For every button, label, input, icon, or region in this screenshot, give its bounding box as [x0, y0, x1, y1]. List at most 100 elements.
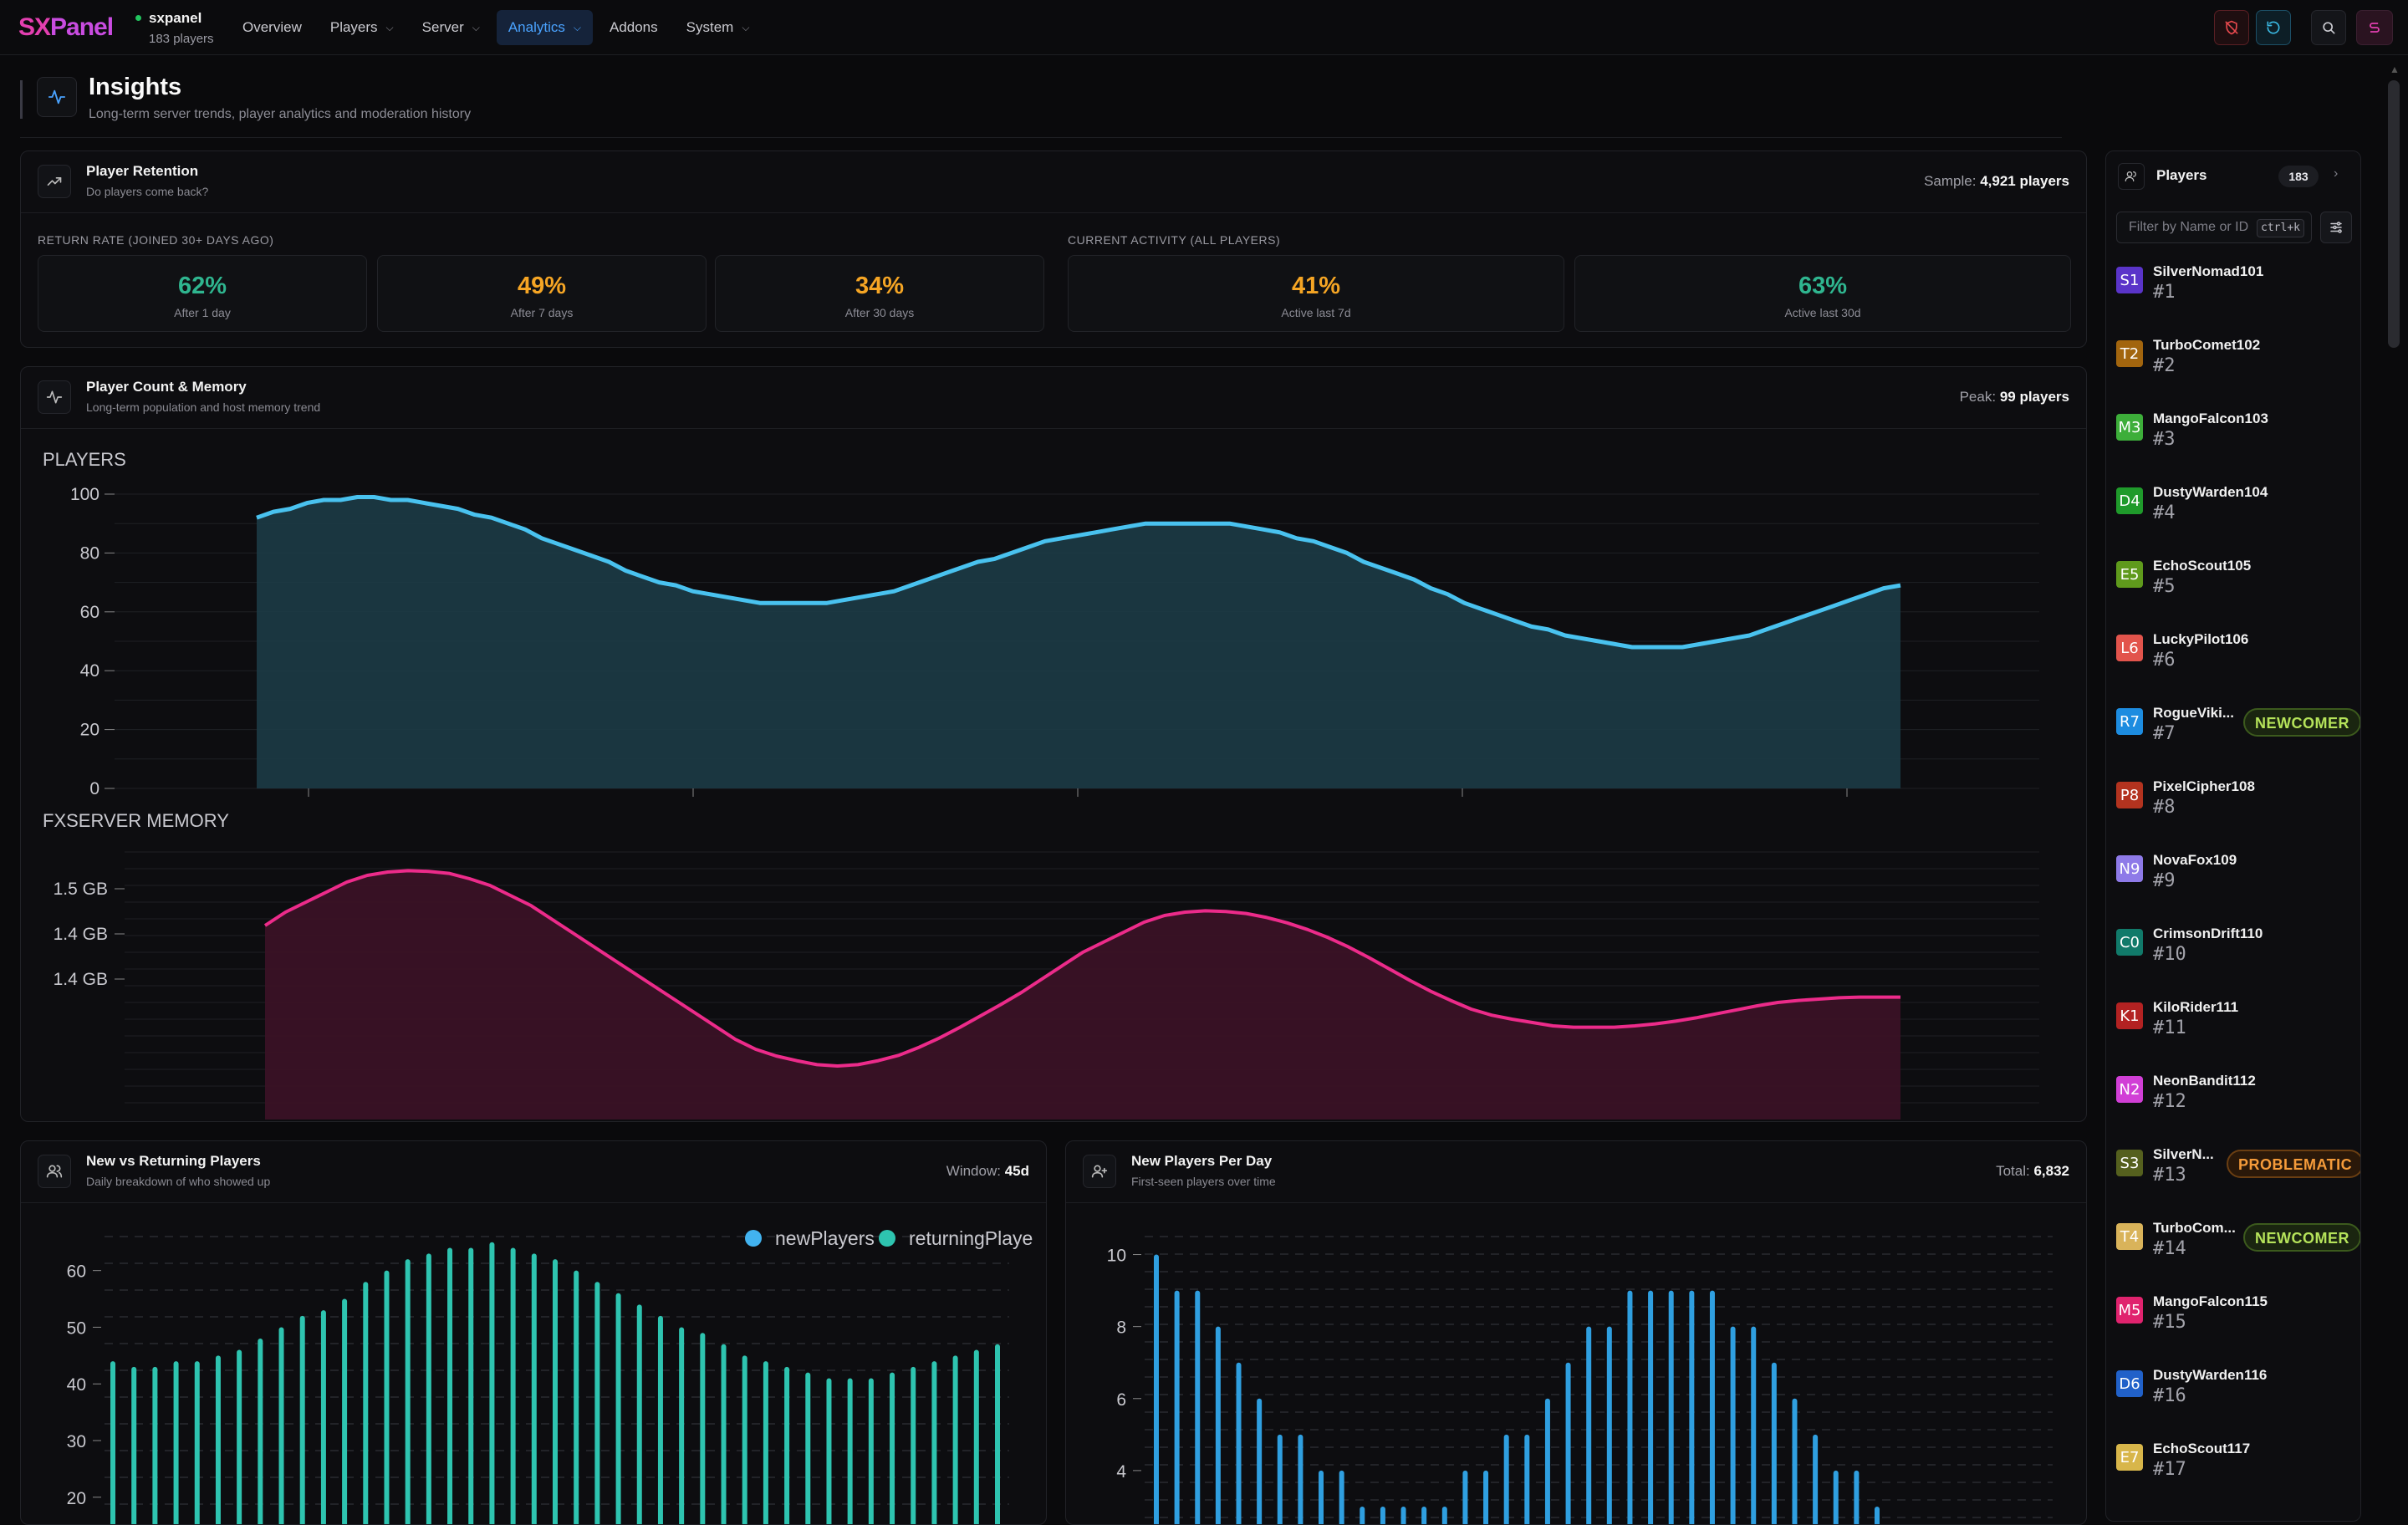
- bar[interactable]: [1689, 1290, 1695, 1525]
- bar[interactable]: [1668, 1290, 1674, 1525]
- bar[interactable]: [636, 1304, 642, 1525]
- bar[interactable]: [1154, 1254, 1159, 1525]
- page-scrollbar[interactable]: [2388, 80, 2400, 348]
- bar[interactable]: [973, 1349, 979, 1525]
- bar[interactable]: [553, 1259, 558, 1525]
- bar[interactable]: [131, 1366, 137, 1525]
- scroll-up-arrow[interactable]: ▲: [2390, 64, 2400, 75]
- player-list-item[interactable]: S1 SilverNomad101 #1: [2106, 258, 2360, 332]
- chevron-right-icon[interactable]: ›: [2334, 166, 2339, 181]
- bar[interactable]: [258, 1339, 263, 1525]
- bar[interactable]: [1627, 1290, 1633, 1525]
- nav-server[interactable]: Server ⌵: [411, 10, 492, 45]
- bar[interactable]: [679, 1327, 685, 1525]
- bar[interactable]: [384, 1270, 390, 1525]
- search-button[interactable]: [2311, 10, 2346, 45]
- bar[interactable]: [1833, 1470, 1839, 1525]
- bar[interactable]: [594, 1282, 600, 1525]
- bar[interactable]: [194, 1361, 200, 1525]
- logo[interactable]: SXPanel: [18, 13, 114, 41]
- bar[interactable]: [1771, 1362, 1777, 1525]
- bar[interactable]: [1380, 1506, 1385, 1525]
- bar[interactable]: [868, 1378, 874, 1525]
- player-list-item[interactable]: L6 LuckyPilot106 #6: [2106, 626, 2360, 700]
- nav-addons[interactable]: Addons: [598, 10, 670, 45]
- user-avatar[interactable]: [2356, 10, 2393, 45]
- player-list-item[interactable]: M3 MangoFalcon103 #3: [2106, 405, 2360, 479]
- bar[interactable]: [1195, 1290, 1201, 1525]
- bar[interactable]: [1544, 1398, 1550, 1525]
- bar[interactable]: [489, 1242, 495, 1525]
- player-list-item[interactable]: E7 EchoScout117 #17: [2106, 1436, 2360, 1509]
- bar[interactable]: [426, 1253, 431, 1525]
- bar[interactable]: [995, 1344, 1000, 1525]
- bar[interactable]: [1854, 1470, 1860, 1525]
- bar[interactable]: [447, 1247, 453, 1525]
- bar[interactable]: [1606, 1326, 1612, 1525]
- bar[interactable]: [890, 1372, 895, 1525]
- nav-players[interactable]: Players ⌵: [319, 10, 406, 45]
- player-list-item[interactable]: R7 RogueViki... #7 NEWCOMER: [2106, 700, 2360, 773]
- bar[interactable]: [826, 1378, 832, 1525]
- bar[interactable]: [574, 1270, 579, 1525]
- bar[interactable]: [1360, 1506, 1365, 1525]
- player-list-item[interactable]: N9 NovaFox109 #9: [2106, 847, 2360, 921]
- bar[interactable]: [1462, 1470, 1468, 1525]
- player-list-item[interactable]: M5 MangoFalcon115 #15: [2106, 1288, 2360, 1362]
- player-list-item[interactable]: D4 DustyWarden104 #4: [2106, 479, 2360, 553]
- player-list-item[interactable]: S3 SilverN... #13 PROBLEMATIC: [2106, 1141, 2360, 1215]
- lockdown-button[interactable]: [2214, 10, 2249, 45]
- bar[interactable]: [911, 1366, 916, 1525]
- bar[interactable]: [1277, 1434, 1283, 1525]
- bar[interactable]: [152, 1366, 158, 1525]
- player-list-item[interactable]: D6 DustyWarden116 #16: [2106, 1362, 2360, 1436]
- bar[interactable]: [1648, 1290, 1654, 1525]
- bar[interactable]: [1875, 1506, 1880, 1525]
- bar[interactable]: [320, 1310, 326, 1525]
- bar[interactable]: [110, 1361, 115, 1525]
- player-list-item[interactable]: K1 KiloRider111 #11: [2106, 994, 2360, 1068]
- bar[interactable]: [1215, 1326, 1221, 1525]
- bar[interactable]: [1236, 1362, 1242, 1525]
- bar[interactable]: [1565, 1362, 1571, 1525]
- bar[interactable]: [278, 1327, 284, 1525]
- bar[interactable]: [1730, 1326, 1736, 1525]
- bar[interactable]: [1257, 1398, 1263, 1525]
- bar[interactable]: [1792, 1398, 1798, 1525]
- player-list-item[interactable]: T2 TurboComet102 #2: [2106, 332, 2360, 405]
- bar[interactable]: [931, 1361, 937, 1525]
- bar[interactable]: [215, 1355, 221, 1525]
- bar[interactable]: [952, 1355, 958, 1525]
- bar[interactable]: [1586, 1326, 1592, 1525]
- bar[interactable]: [1751, 1326, 1757, 1525]
- player-list-item[interactable]: E5 EchoScout105 #5: [2106, 553, 2360, 626]
- filter-options-button[interactable]: [2320, 212, 2352, 243]
- bar[interactable]: [1298, 1434, 1303, 1525]
- bar[interactable]: [468, 1247, 474, 1525]
- bar[interactable]: [700, 1333, 706, 1525]
- nav-overview[interactable]: Overview: [231, 10, 314, 45]
- bar[interactable]: [615, 1293, 621, 1525]
- bar[interactable]: [1503, 1434, 1509, 1525]
- player-list-item[interactable]: T4 TurboCom... #14 NEWCOMER: [2106, 1215, 2360, 1288]
- bar[interactable]: [299, 1315, 305, 1525]
- bar[interactable]: [1524, 1434, 1530, 1525]
- bar[interactable]: [763, 1361, 768, 1525]
- bar[interactable]: [742, 1355, 747, 1525]
- player-list-item[interactable]: P8 PixelCipher108 #8: [2106, 773, 2360, 847]
- bar[interactable]: [1813, 1434, 1819, 1525]
- bar[interactable]: [1174, 1290, 1180, 1525]
- nav-system[interactable]: System ⌵: [675, 10, 762, 45]
- bar[interactable]: [1339, 1470, 1344, 1525]
- player-list-item[interactable]: N2 NeonBandit112 #12: [2106, 1068, 2360, 1141]
- player-list-item[interactable]: C0 CrimsonDrift110 #10: [2106, 921, 2360, 994]
- bar[interactable]: [721, 1344, 727, 1525]
- restart-button[interactable]: [2256, 10, 2291, 45]
- bar[interactable]: [510, 1247, 516, 1525]
- bar[interactable]: [1441, 1506, 1447, 1525]
- bar[interactable]: [847, 1378, 853, 1525]
- bar[interactable]: [405, 1259, 411, 1525]
- bar[interactable]: [1709, 1290, 1715, 1525]
- bar[interactable]: [173, 1361, 179, 1525]
- bar[interactable]: [805, 1372, 811, 1525]
